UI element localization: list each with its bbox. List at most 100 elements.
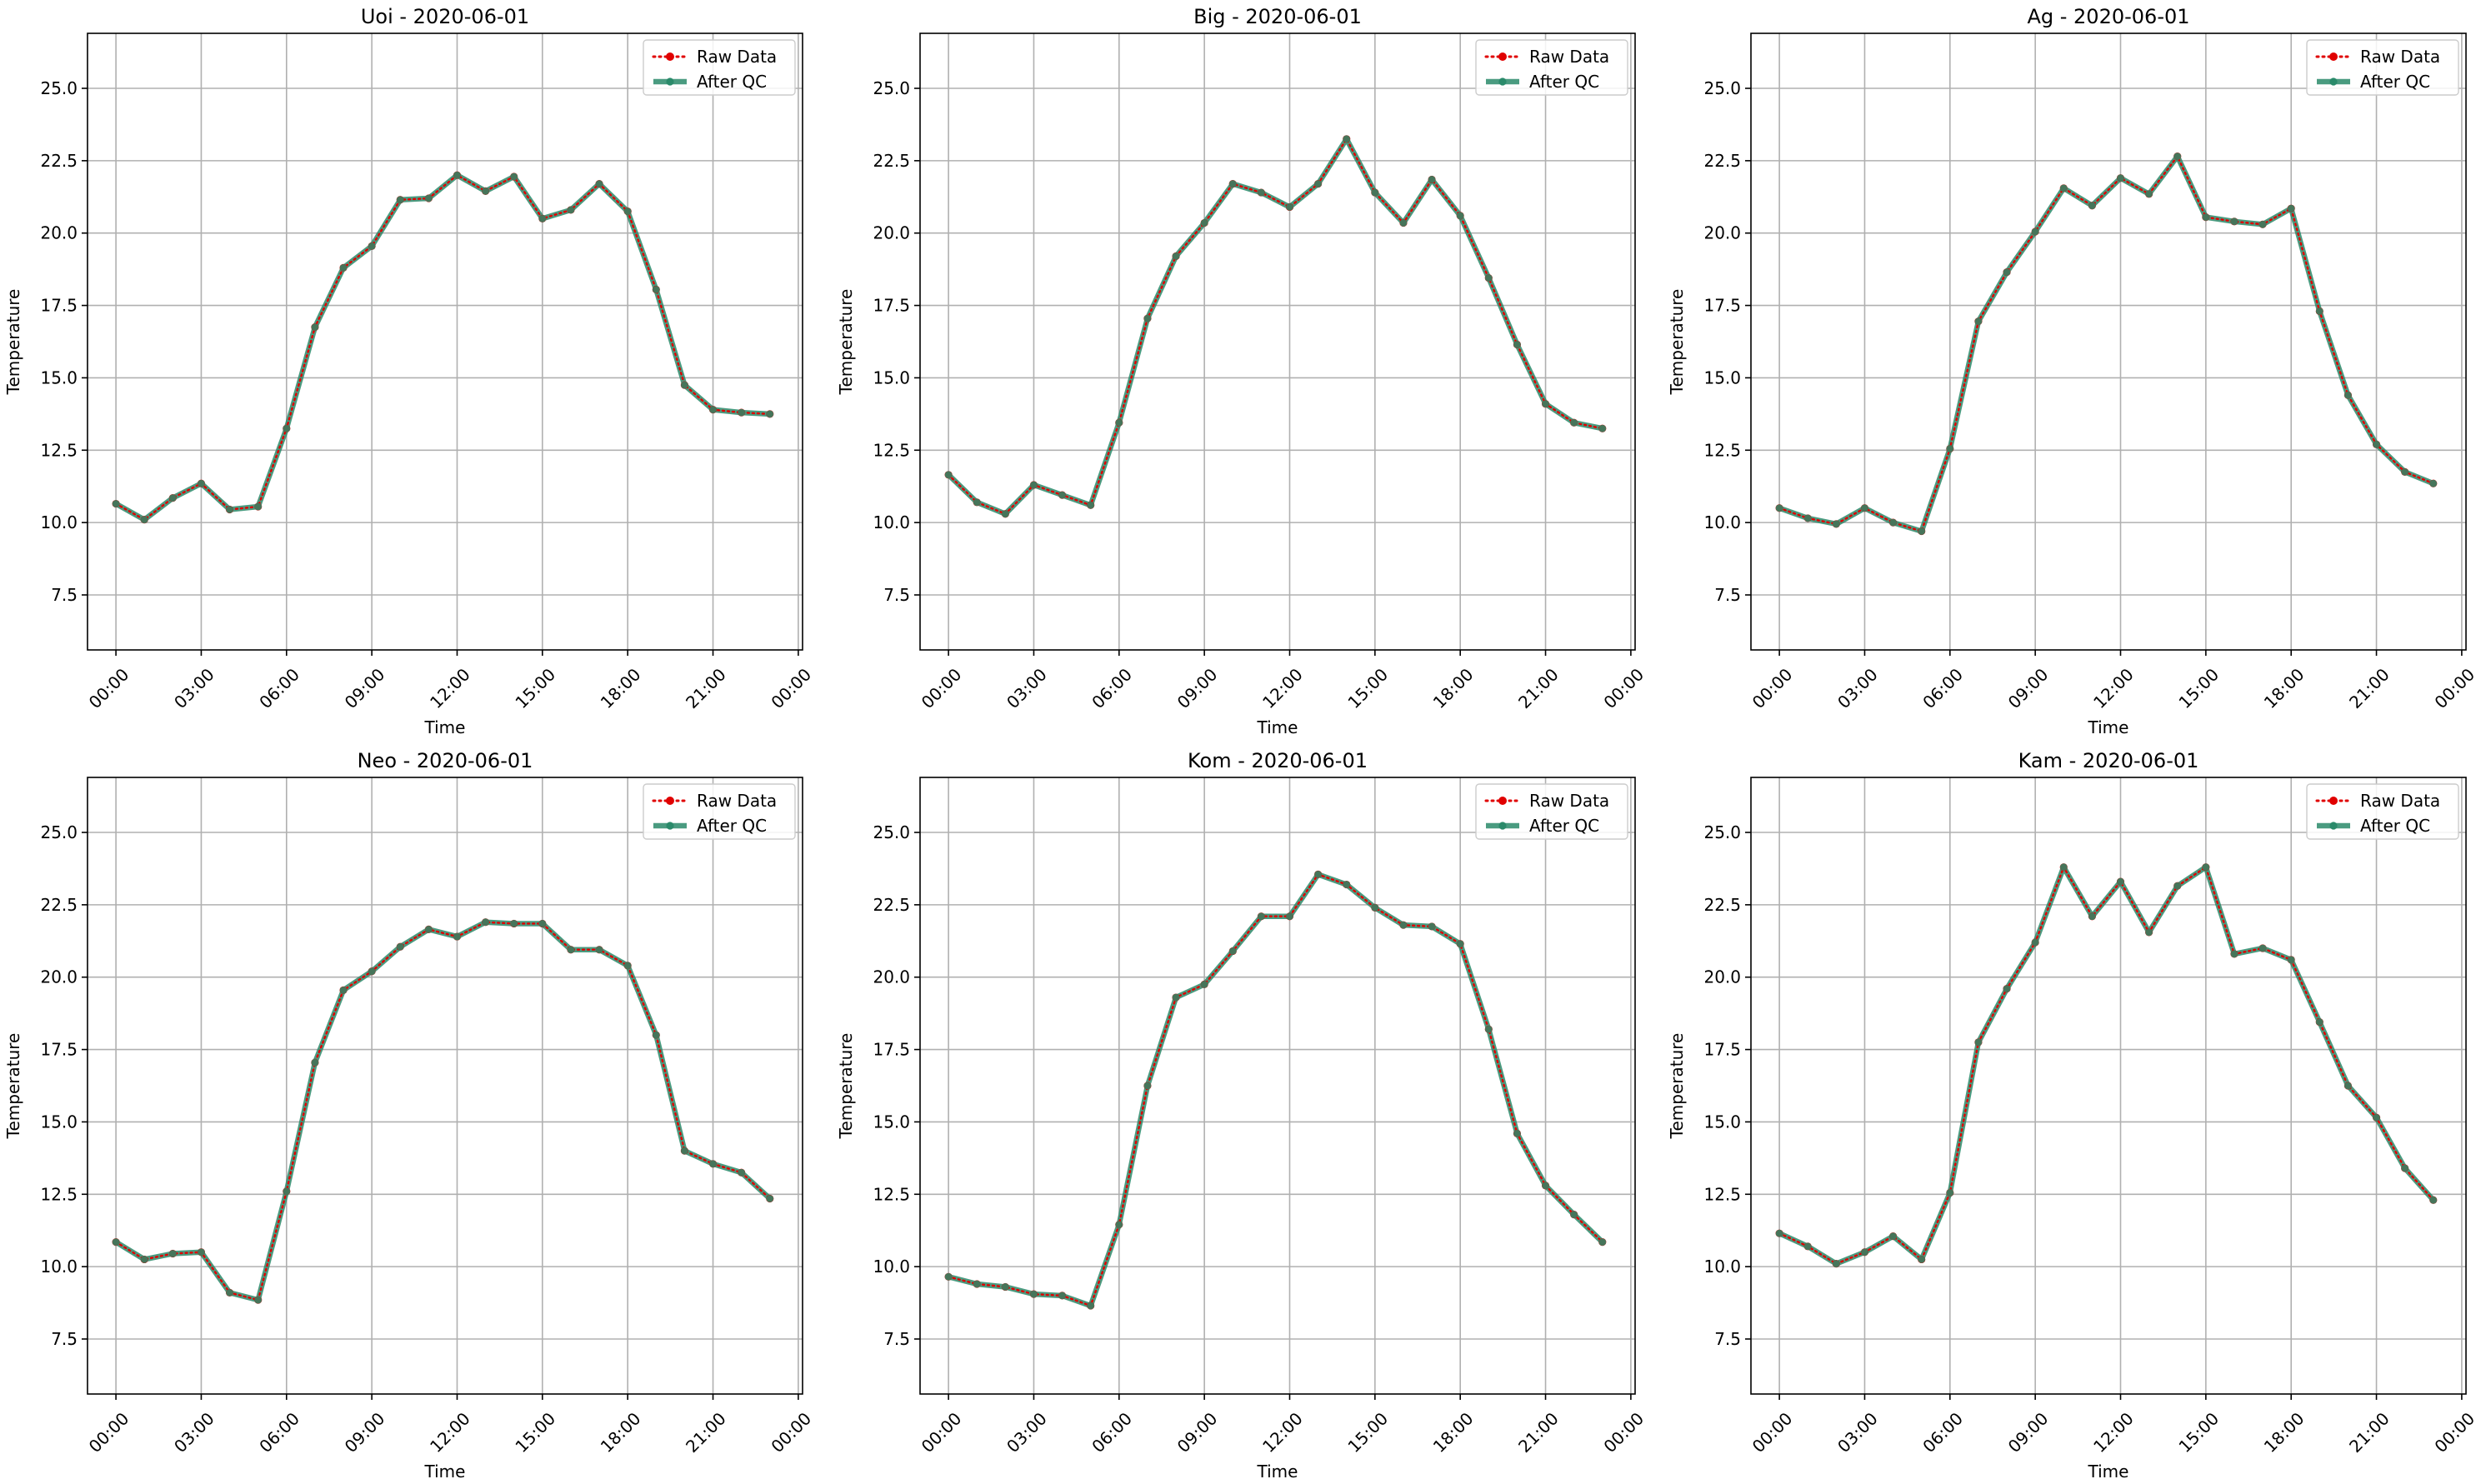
y-tick-label: 20.0 — [1703, 223, 1741, 243]
after-qc-point — [2202, 863, 2210, 872]
x-tick-label: 00:00 — [1748, 664, 1797, 712]
x-tick-label: 06:00 — [255, 1408, 303, 1457]
legend-label-raw-data: Raw Data — [697, 47, 777, 67]
after-qc-point — [681, 381, 688, 389]
after-qc-point — [396, 196, 404, 204]
series-line-raw-data — [114, 173, 771, 522]
after-qc-point — [482, 918, 490, 927]
legend-label-raw-data: Raw Data — [1529, 791, 1609, 811]
y-tick-label: 17.5 — [40, 296, 78, 316]
chart-title: Big - 2020-06-01 — [1193, 5, 1362, 28]
after-qc-point — [738, 408, 746, 417]
x-tick-label: 09:00 — [341, 664, 389, 712]
x-tick-label: 15:00 — [2174, 1408, 2223, 1457]
x-tick-label: 12:00 — [426, 1408, 474, 1457]
chart-title: Kom - 2020-06-01 — [1188, 749, 1368, 772]
after-qc-point — [1570, 418, 1578, 427]
after-qc-point — [1257, 188, 1265, 197]
after-qc-point — [1115, 1221, 1123, 1229]
y-tick-label: 25.0 — [40, 78, 78, 98]
y-tick-label: 25.0 — [873, 822, 910, 842]
x-tick-label: 12:00 — [1258, 1408, 1307, 1457]
after-qc-point — [2003, 268, 2011, 277]
y-tick-label: 22.5 — [873, 895, 910, 915]
after-qc-point — [709, 406, 717, 414]
y-tick-label: 20.0 — [1703, 967, 1741, 987]
after-qc-point — [2258, 220, 2267, 228]
x-tick-label: 00:00 — [1599, 1408, 1648, 1457]
y-tick-label: 20.0 — [40, 967, 78, 987]
after-qc-point — [1513, 341, 1521, 348]
legend-label-raw-data: Raw Data — [2360, 47, 2440, 67]
x-tick-label: 12:00 — [2089, 664, 2138, 712]
chart-title: Ag - 2020-06-01 — [2027, 5, 2189, 28]
after-qc-point — [1030, 481, 1038, 489]
x-tick-label: 18:00 — [1429, 664, 1478, 712]
x-tick-label: 00:00 — [85, 1408, 133, 1457]
after-qc-point — [1343, 135, 1351, 143]
y-tick-label: 17.5 — [1703, 1040, 1741, 1060]
x-tick-label: 00:00 — [2430, 664, 2478, 712]
after-qc-point — [2315, 307, 2323, 315]
plot-frame — [919, 777, 1636, 1395]
x-tick-label: 12:00 — [426, 664, 474, 712]
after-qc-point — [339, 264, 348, 272]
legend-marker-after-qc — [2329, 822, 2338, 830]
x-tick-label: 18:00 — [597, 1408, 645, 1457]
after-qc-point — [2429, 1196, 2438, 1204]
x-tick-label: 06:00 — [255, 664, 303, 712]
x-tick-label: 03:00 — [170, 664, 218, 712]
after-qc-point — [1598, 424, 1607, 432]
after-qc-point — [1598, 1238, 1607, 1247]
after-qc-point — [2373, 440, 2380, 448]
chart-title: Uoi - 2020-06-01 — [361, 5, 529, 28]
after-qc-point — [1030, 1290, 1038, 1298]
after-qc-point — [2117, 877, 2124, 886]
legend: Raw Data After QC — [2306, 783, 2459, 840]
after-qc-point — [1343, 881, 1351, 888]
x-tick-label: 00:00 — [1599, 664, 1648, 712]
after-qc-point — [2088, 912, 2096, 921]
after-qc-point — [1889, 1232, 1897, 1241]
y-tick-label: 15.0 — [40, 1112, 78, 1132]
x-tick-label: 03:00 — [1833, 1408, 1882, 1457]
legend: Raw Data After QC — [1475, 783, 1628, 840]
y-tick-label: 15.0 — [1703, 1112, 1741, 1132]
after-qc-point — [396, 942, 404, 951]
x-tick-label: 18:00 — [2260, 1408, 2308, 1457]
y-axis-label: Temperature — [836, 1033, 856, 1140]
chart-panel-5: 00:00 03:00 06:00 09:00 12:00 15:00 18:00 21:00… — [836, 749, 1648, 1482]
x-tick-label: 09:00 — [2004, 664, 2053, 712]
after-qc-point — [283, 424, 291, 432]
after-qc-point — [652, 1031, 660, 1039]
after-qc-point — [510, 172, 518, 181]
y-tick-label: 22.5 — [40, 151, 78, 171]
after-qc-point — [1143, 1082, 1152, 1090]
after-qc-point — [140, 516, 148, 524]
after-qc-point — [1228, 180, 1237, 188]
plot-frame — [87, 777, 803, 1395]
y-tick-label: 10.0 — [873, 1257, 910, 1277]
after-qc-point — [510, 920, 518, 927]
after-qc-point — [2059, 863, 2068, 872]
x-axis-label: Time — [424, 717, 466, 737]
after-qc-point — [1974, 317, 1983, 326]
after-qc-point — [766, 1195, 774, 1202]
after-qc-point — [1918, 1256, 1926, 1263]
after-qc-point — [1428, 176, 1436, 183]
after-qc-point — [1286, 912, 1293, 921]
after-qc-point — [198, 1248, 205, 1257]
y-tick-label: 12.5 — [873, 1184, 910, 1204]
y-tick-label: 17.5 — [873, 1040, 910, 1060]
x-axis-label: Time — [1257, 1462, 1298, 1482]
after-qc-point — [1775, 504, 1783, 512]
x-tick-label: 00:00 — [767, 664, 815, 712]
after-qc-point — [168, 1250, 177, 1257]
after-qc-point — [1803, 514, 1812, 522]
after-qc-point — [226, 506, 233, 513]
x-tick-label: 21:00 — [1514, 664, 1563, 712]
after-qc-point — [652, 286, 660, 293]
y-tick-label: 20.0 — [40, 223, 78, 243]
legend-marker-raw-data — [2329, 52, 2338, 61]
